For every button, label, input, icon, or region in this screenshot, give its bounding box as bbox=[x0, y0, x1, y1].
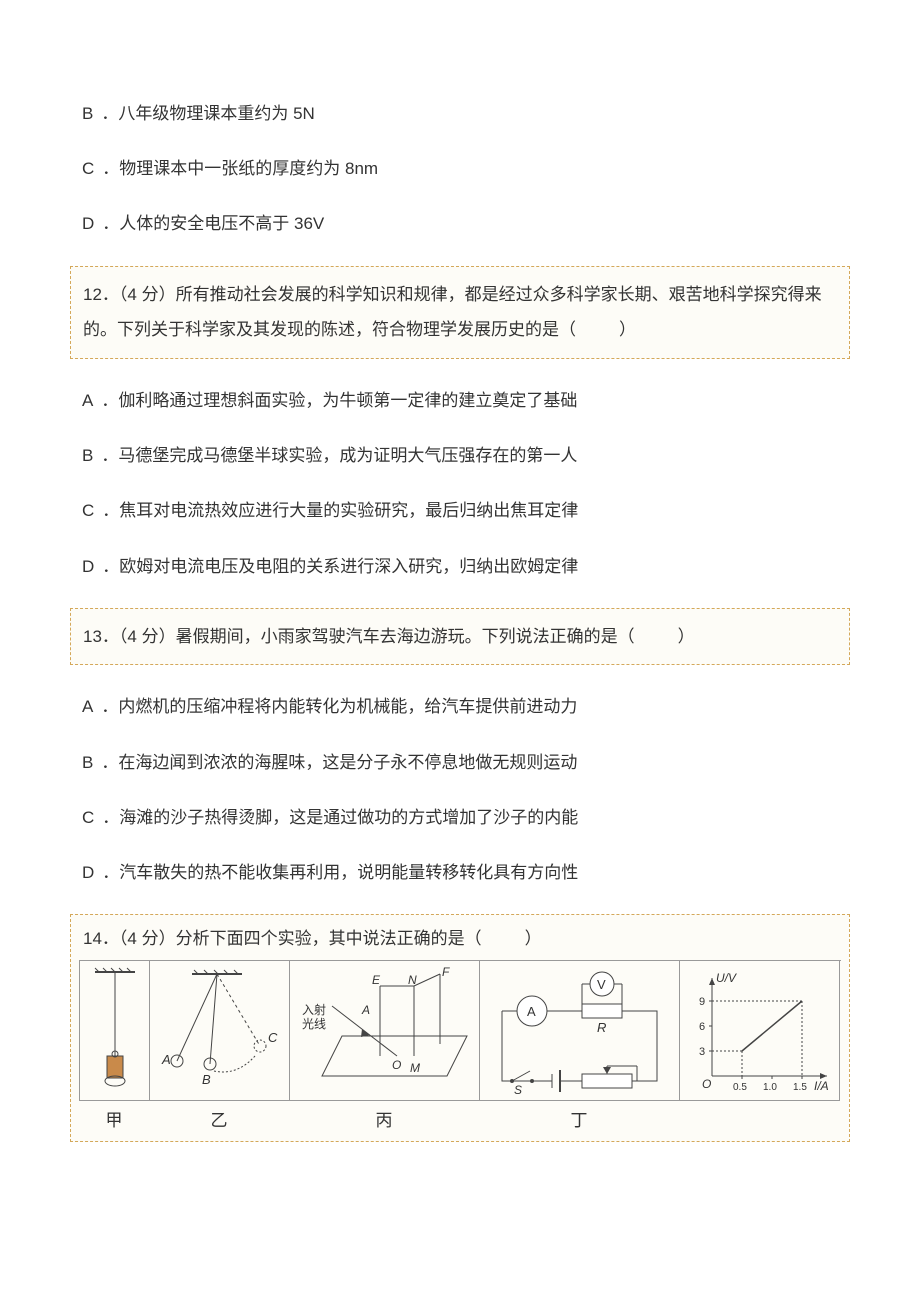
option-text: ．人体的安全电压不高于 36V bbox=[102, 214, 324, 233]
option-b: B ．八年级物理课本重约为 5N bbox=[70, 100, 850, 127]
diagram-labels: 甲 乙 丙 丁 bbox=[79, 1101, 841, 1134]
option-label: B bbox=[82, 446, 93, 465]
q-stem: 所有推动社会发展的科学知识和规律，都是经过众多科学家长期、艰苦地科学探究得来的。… bbox=[83, 285, 822, 340]
option-text: ．焦耳对电流热效应进行大量的实验研究，最后归纳出焦耳定律 bbox=[102, 501, 578, 520]
option-label: D bbox=[82, 863, 94, 882]
uv-graph-icon: 3 6 9 0.5 1.0 1.5 U/V I/A bbox=[682, 966, 837, 1096]
diagram-bing: E N F A O M 入射 光线 bbox=[290, 961, 480, 1101]
svg-text:I/A: I/A bbox=[814, 1079, 829, 1093]
svg-text:A: A bbox=[527, 1004, 536, 1019]
q13-options: A ．内燃机的压缩冲程将内能转化为机械能，给汽车提供前进动力 B ．在海边闻到浓浓的… bbox=[70, 693, 850, 886]
diagram-ding-circuit: A R V bbox=[480, 961, 680, 1101]
option-text: ．马德堡完成马德堡半球实验，成为证明大气压强存在的第一人 bbox=[101, 446, 577, 465]
svg-text:B: B bbox=[202, 1072, 211, 1087]
svg-text:V: V bbox=[597, 977, 606, 992]
svg-text:1.0: 1.0 bbox=[763, 1082, 777, 1093]
option-c: C ．物理课本中一张纸的厚度约为 8nm bbox=[70, 155, 850, 182]
diagram-yi: A B C bbox=[150, 961, 290, 1101]
svg-text:A: A bbox=[161, 1052, 171, 1067]
blank-paren: （） bbox=[618, 627, 696, 646]
svg-text:F: F bbox=[442, 966, 450, 979]
pendulum-icon bbox=[85, 966, 145, 1096]
q12-option-b: B ．马德堡完成马德堡半球实验，成为证明大气压强存在的第一人 bbox=[70, 442, 850, 469]
svg-text:9: 9 bbox=[699, 996, 705, 1008]
q12-option-a: A ．伽利略通过理想斜面实验，为牛顿第一定律的建立奠定了基础 bbox=[70, 387, 850, 414]
option-text: ．汽车散失的热不能收集再利用，说明能量转移转化具有方向性 bbox=[102, 863, 578, 882]
q14-header: 14．（4 分）分析下面四个实验，其中说法正确的是（） bbox=[79, 925, 841, 960]
diagram-ding-graph: 3 6 9 0.5 1.0 1.5 U/V I/A bbox=[680, 961, 840, 1101]
svg-text:光线: 光线 bbox=[302, 1017, 326, 1031]
svg-text:6: 6 bbox=[699, 1021, 705, 1033]
svg-text:R: R bbox=[597, 1020, 606, 1035]
svg-text:3: 3 bbox=[699, 1046, 705, 1058]
q-number: 12 bbox=[83, 285, 102, 304]
q-stem: 分析下面四个实验，其中说法正确的是 bbox=[176, 929, 465, 948]
option-label: C bbox=[82, 159, 94, 178]
q-points: （4 分） bbox=[119, 285, 176, 304]
q-stem: 暑假期间，小雨家驾驶汽车去海边游玩。下列说法正确的是 bbox=[176, 627, 618, 646]
option-text: ．伽利略通过理想斜面实验，为牛顿第一定律的建立奠定了基础 bbox=[101, 391, 577, 410]
option-text: ．物理课本中一张纸的厚度约为 8nm bbox=[102, 159, 378, 178]
svg-text:E: E bbox=[372, 973, 381, 987]
option-label: D bbox=[82, 214, 94, 233]
reflection-icon: E N F A O M 入射 光线 bbox=[292, 966, 477, 1096]
previous-options: B ．八年级物理课本重约为 5N C ．物理课本中一张纸的厚度约为 8nm D ．人体… bbox=[70, 100, 850, 238]
label-bing: 丙 bbox=[289, 1107, 479, 1134]
option-label: C bbox=[82, 808, 94, 827]
option-label: C bbox=[82, 501, 94, 520]
q13-option-c: C ．海滩的沙子热得烫脚，这是通过做功的方式增加了沙子的内能 bbox=[70, 804, 850, 831]
label-empty bbox=[679, 1107, 839, 1134]
option-text: ．欧姆对电流电压及电阻的关系进行深入研究，归纳出欧姆定律 bbox=[102, 557, 578, 576]
svg-text:U/V: U/V bbox=[716, 971, 737, 985]
q-points: （4 分） bbox=[119, 627, 176, 646]
svg-text:O: O bbox=[702, 1077, 711, 1091]
svg-text:M: M bbox=[410, 1061, 420, 1075]
option-label: B bbox=[82, 104, 93, 123]
q13-header: 13．（4 分）暑假期间，小雨家驾驶汽车去海边游玩。下列说法正确的是（） bbox=[70, 608, 850, 666]
q12-option-d: D ．欧姆对电流电压及电阻的关系进行深入研究，归纳出欧姆定律 bbox=[70, 553, 850, 580]
diagrams-row: A B C E N bbox=[79, 960, 841, 1101]
q14-container: 14．（4 分）分析下面四个实验，其中说法正确的是（） bbox=[70, 914, 850, 1141]
q12-header: 12．（4 分）所有推动社会发展的科学知识和规律，都是经过众多科学家长期、艰苦地… bbox=[70, 266, 850, 359]
option-label: D bbox=[82, 557, 94, 576]
option-text: ．在海边闻到浓浓的海腥味，这是分子永不停息地做无规则运动 bbox=[101, 753, 577, 772]
option-label: A bbox=[82, 697, 93, 716]
q13-option-b: B ．在海边闻到浓浓的海腥味，这是分子永不停息地做无规则运动 bbox=[70, 749, 850, 776]
label-jia: 甲 bbox=[79, 1107, 149, 1134]
svg-text:1.5: 1.5 bbox=[793, 1082, 807, 1093]
option-label: B bbox=[82, 753, 93, 772]
circuit-icon: A R V bbox=[482, 966, 677, 1096]
q12-option-c: C ．焦耳对电流热效应进行大量的实验研究，最后归纳出焦耳定律 bbox=[70, 497, 850, 524]
svg-text:0.5: 0.5 bbox=[733, 1082, 747, 1093]
q-points: （4 分） bbox=[119, 929, 176, 948]
q-number: 14 bbox=[83, 929, 102, 948]
q13-option-d: D ．汽车散失的热不能收集再利用，说明能量转移转化具有方向性 bbox=[70, 859, 850, 886]
svg-text:入射: 入射 bbox=[302, 1002, 326, 1017]
svg-text:C: C bbox=[268, 1030, 278, 1045]
label-yi: 乙 bbox=[149, 1107, 289, 1134]
option-text: ．内燃机的压缩冲程将内能转化为机械能，给汽车提供前进动力 bbox=[101, 697, 577, 716]
q12-options: A ．伽利略通过理想斜面实验，为牛顿第一定律的建立奠定了基础 B ．马德堡完成马德堡… bbox=[70, 387, 850, 580]
svg-text:A: A bbox=[361, 1003, 370, 1017]
q13-option-a: A ．内燃机的压缩冲程将内能转化为机械能，给汽车提供前进动力 bbox=[70, 693, 850, 720]
option-text: ．八年级物理课本重约为 5N bbox=[101, 104, 314, 123]
blank-paren: （） bbox=[465, 929, 543, 948]
svg-text:S: S bbox=[514, 1083, 522, 1096]
incline-icon: A B C bbox=[152, 966, 287, 1096]
option-label: A bbox=[82, 391, 93, 410]
svg-text:N: N bbox=[408, 973, 417, 987]
q-number: 13 bbox=[83, 627, 102, 646]
option-d: D ．人体的安全电压不高于 36V bbox=[70, 210, 850, 237]
option-text: ．海滩的沙子热得烫脚，这是通过做功的方式增加了沙子的内能 bbox=[102, 808, 578, 827]
label-ding: 丁 bbox=[479, 1107, 679, 1134]
svg-text:O: O bbox=[392, 1058, 401, 1072]
blank-paren: （） bbox=[559, 320, 637, 339]
diagram-jia bbox=[80, 961, 150, 1101]
